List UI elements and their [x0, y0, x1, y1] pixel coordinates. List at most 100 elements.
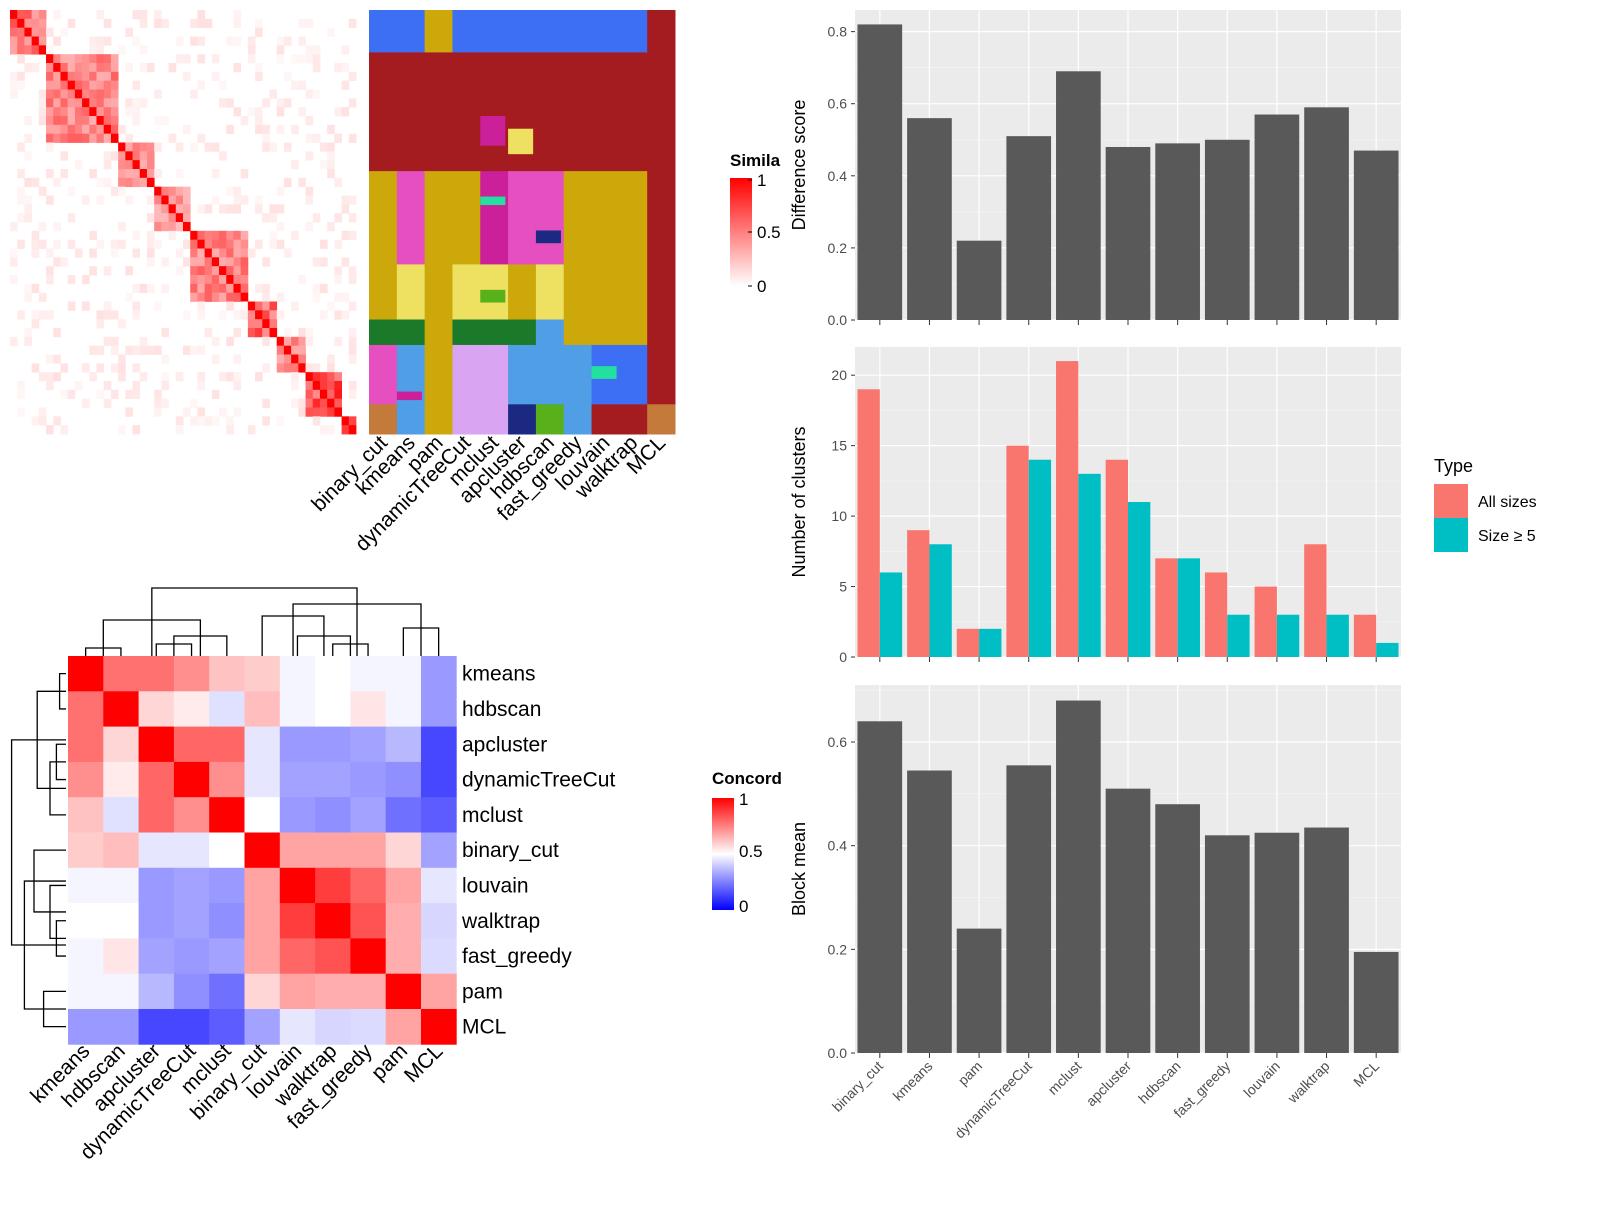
- concordance-row-label: kmeans: [462, 663, 536, 686]
- similarity-cell: [298, 354, 306, 364]
- similarity-cell: [175, 204, 184, 214]
- concordance-cell: [421, 1009, 457, 1045]
- similarity-cell: [327, 27, 335, 37]
- similarity-cell: [197, 275, 206, 285]
- similarity-cell: [255, 63, 263, 73]
- similarity-cell: [183, 124, 191, 135]
- concordance-cell: [173, 903, 210, 939]
- similarity-cell: [118, 45, 126, 55]
- similarity-cell: [240, 283, 249, 294]
- similarity-cell: [118, 142, 126, 152]
- similarity-cell: [298, 328, 306, 338]
- membership-cell: [619, 319, 648, 346]
- similarity-cell: [146, 63, 155, 73]
- membership-cell: [647, 319, 676, 346]
- similarity-cell: [82, 107, 90, 117]
- similarity-cell: [283, 354, 292, 364]
- bar-all-sizes: [907, 530, 930, 657]
- similarity-cell: [31, 239, 40, 249]
- concordance-heatmap: kmeans hdbscan apcluster dynamicTreeCut mclu…: [10, 587, 615, 1164]
- similarity-cell: [197, 310, 206, 320]
- similarity-cell: [247, 36, 256, 46]
- similarity-cell: [269, 319, 278, 329]
- similarity-cell: [276, 98, 285, 108]
- similarity-cell: [17, 407, 25, 417]
- similarity-cell: [183, 54, 191, 64]
- similarity-cell: [74, 71, 83, 82]
- similarity-cell: [348, 336, 357, 347]
- similarity-cell: [348, 266, 357, 276]
- membership-cell: [619, 264, 648, 321]
- similarity-cell: [175, 36, 184, 46]
- concordance-cell: [173, 973, 210, 1010]
- concordance-row-label: apcluster: [462, 733, 547, 756]
- similarity-cell: [334, 177, 342, 188]
- similarity-cell: [31, 177, 40, 188]
- similarity-cell: [233, 328, 242, 338]
- similarity-cell: [334, 213, 342, 223]
- similarity-cell: [38, 116, 47, 126]
- similarity-cell: [67, 18, 76, 29]
- concordance-column-label: pam: [367, 1040, 412, 1085]
- similarity-cell: [341, 63, 350, 73]
- similarity-cell: [183, 345, 191, 355]
- similarity-cell: [17, 186, 25, 196]
- concordance-cell: [138, 1009, 175, 1045]
- similarity-cell: [96, 133, 105, 143]
- similarity-cell: [240, 310, 249, 320]
- similarity-cell: [348, 213, 357, 223]
- similarity-cell: [183, 239, 191, 249]
- concordance-cell: [138, 726, 175, 763]
- concordance-cell: [421, 867, 457, 904]
- membership-cell: [619, 10, 648, 53]
- membership-cell: [424, 404, 453, 435]
- similarity-cell: [60, 133, 69, 143]
- concordance-cell: [279, 691, 316, 727]
- similarity-cell: [204, 18, 213, 29]
- similarity-cell: [103, 54, 112, 64]
- similarity-cell: [161, 116, 169, 126]
- similarity-cell: [96, 89, 105, 99]
- similarity-cell: [219, 248, 227, 258]
- similarity-cell: [233, 283, 242, 294]
- membership-cell: [619, 344, 648, 405]
- similarity-cell: [110, 186, 119, 196]
- similarity-cell: [334, 266, 342, 276]
- concordance-cell: [209, 973, 245, 1010]
- similarity-cell: [10, 248, 18, 258]
- similarity-cell: [161, 195, 169, 205]
- similarity-cell: [312, 63, 321, 73]
- x-tick-label: louvain: [1240, 1058, 1283, 1101]
- similarity-cell: [233, 230, 242, 241]
- similarity-cell: [24, 195, 33, 205]
- similarity-cell: [226, 372, 234, 382]
- similarity-cell: [211, 416, 220, 426]
- bar: [1304, 827, 1349, 1053]
- similarity-cell: [298, 54, 306, 64]
- similarity-cell: [110, 248, 119, 258]
- similarity-cell: [125, 266, 133, 276]
- similarity-cell: [348, 301, 357, 311]
- similarity-cell: [276, 186, 285, 196]
- similarity-cell: [175, 416, 184, 426]
- concordance-cell: [68, 903, 104, 939]
- similarity-cell: [348, 425, 357, 435]
- membership-cell: [424, 264, 453, 321]
- similarity-cell: [233, 186, 242, 196]
- similarity-cell: [312, 389, 321, 400]
- y-tick-label: 0.6: [828, 96, 848, 112]
- similarity-cell: [139, 45, 148, 55]
- bar: [1105, 146, 1151, 320]
- similarity-cell: [319, 389, 328, 400]
- concordance-cell: [209, 726, 245, 763]
- similarity-cell: [53, 36, 61, 46]
- similarity-cell: [226, 186, 234, 196]
- membership-cell: [424, 319, 453, 346]
- concordance-legend-title: Concord: [712, 769, 782, 788]
- similarity-cell: [348, 416, 357, 426]
- bar: [1155, 804, 1200, 1053]
- similarity-cell: [31, 36, 40, 46]
- concordance-legend-tick-label: 0.5: [739, 842, 763, 861]
- similarity-cell: [305, 336, 314, 347]
- concordance-cell: [421, 973, 457, 1010]
